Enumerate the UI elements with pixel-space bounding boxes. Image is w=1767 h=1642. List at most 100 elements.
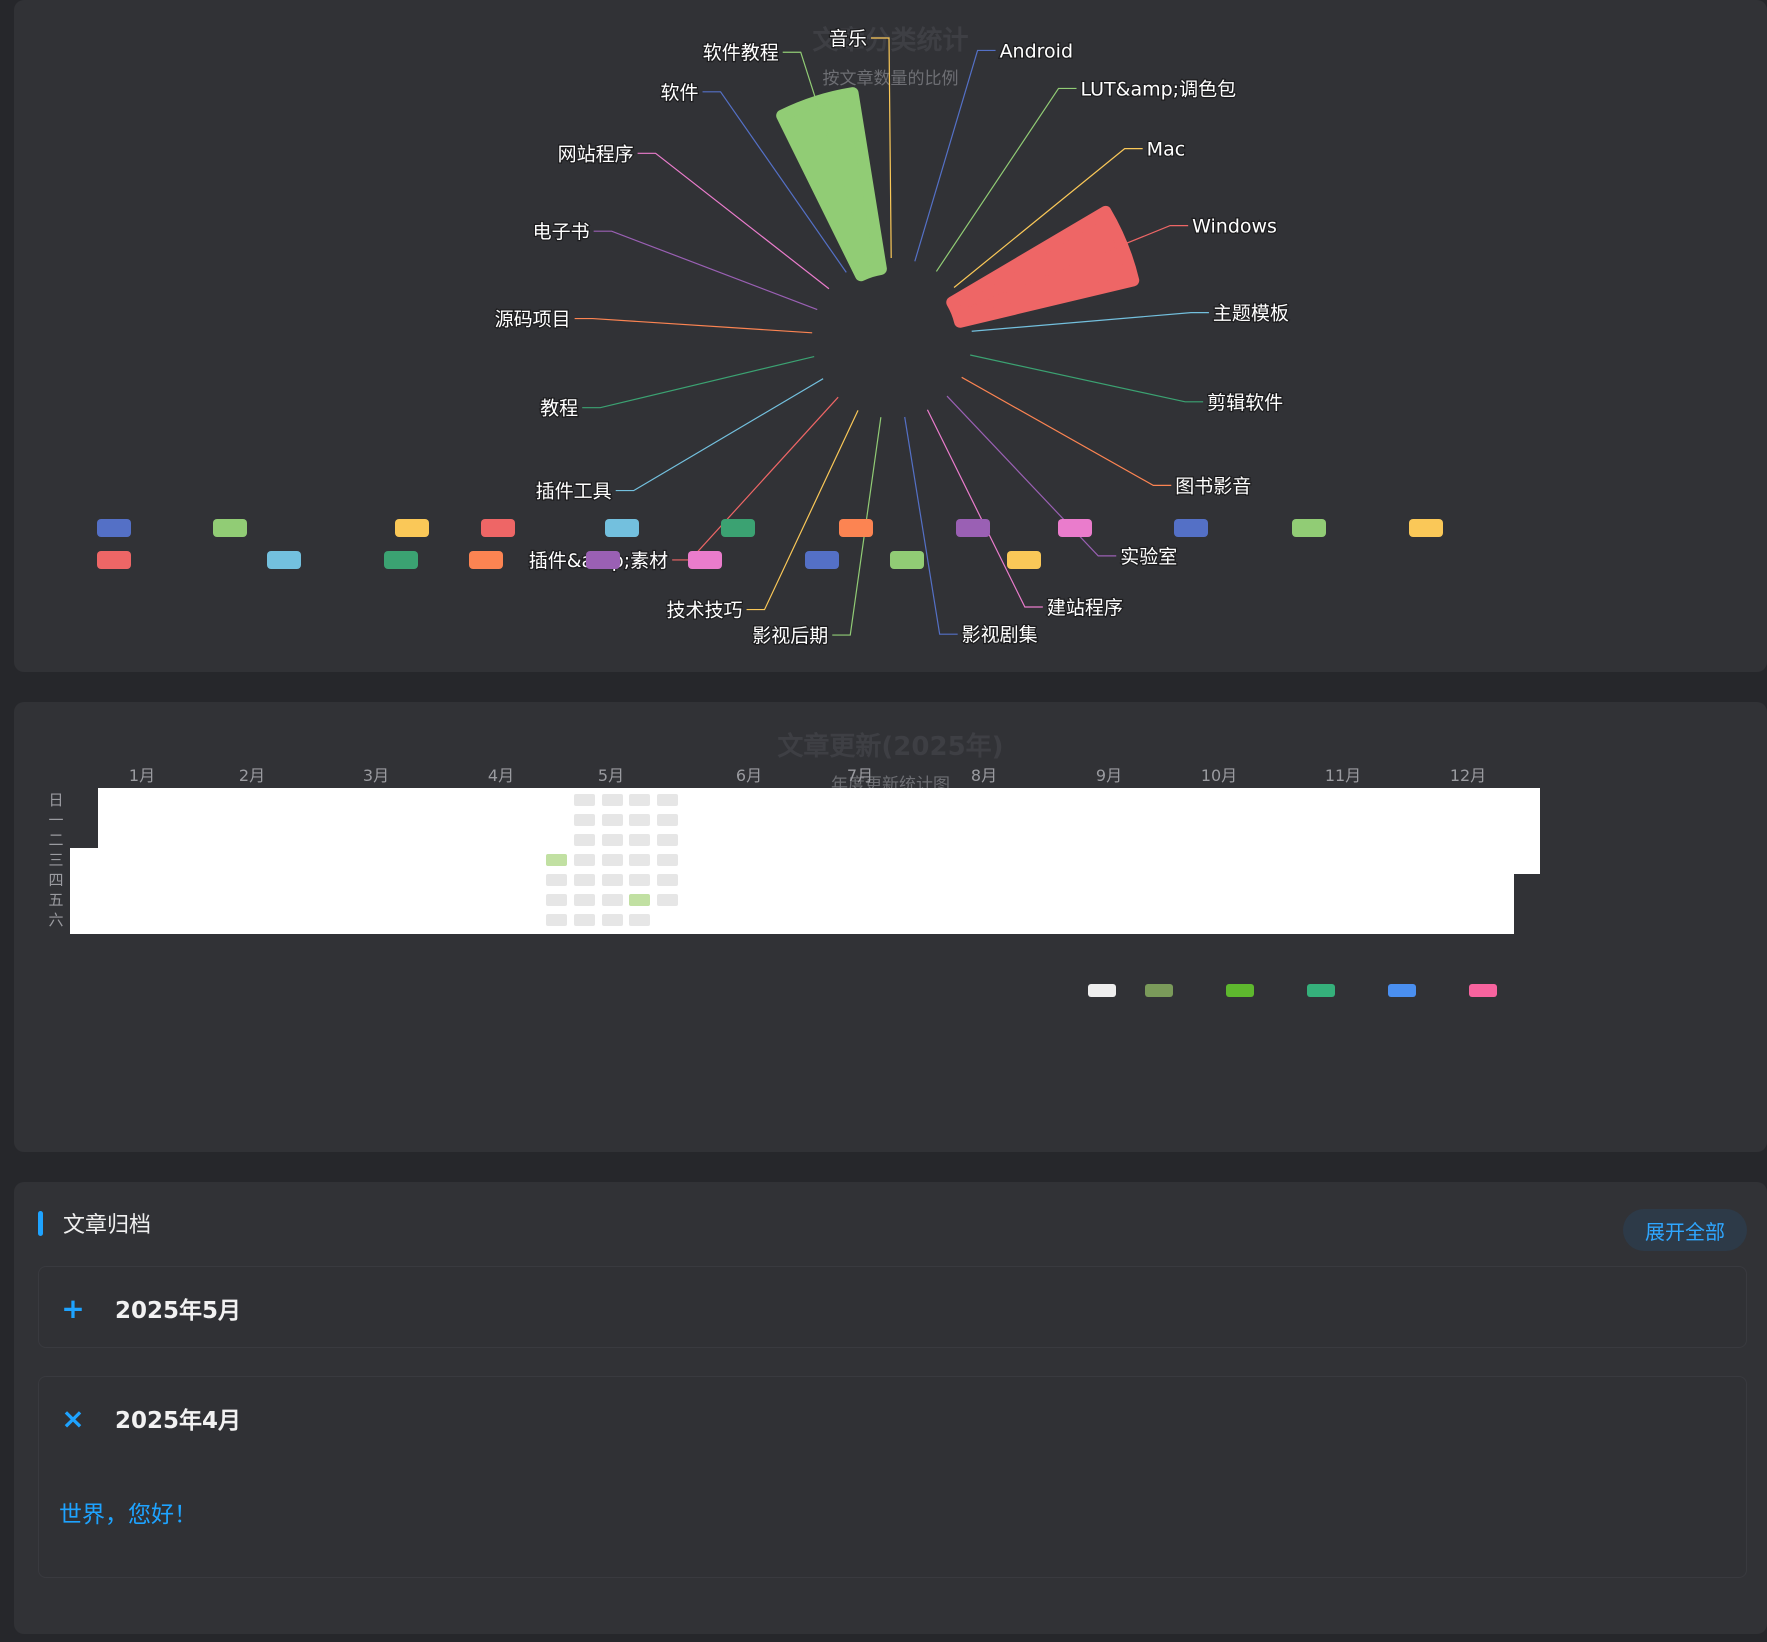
slice-label: 影视后期 <box>752 625 828 647</box>
month-label: 10月 <box>1201 766 1237 785</box>
leader-line <box>965 225 1189 309</box>
slice-label: 剪辑软件 <box>1207 392 1283 414</box>
heatmap-legend-swatch <box>1388 984 1416 997</box>
heatmap-cell <box>574 894 595 906</box>
leader-line <box>832 417 882 636</box>
month-label: 9月 <box>1096 766 1122 785</box>
weekday-label: 日 <box>48 791 63 809</box>
archive-month-item[interactable]: + 2025年5月 <box>38 1266 1747 1348</box>
heatmap-cell <box>602 834 623 846</box>
heatmap-cell <box>657 834 678 846</box>
weekday-label: 五 <box>48 891 63 909</box>
category-pie-chart: Android LUT&amp;调色包 Mac Windows 主题模板剪辑软件图书影音… <box>97 27 1443 648</box>
expand-all-button[interactable]: 展开全部 <box>1623 1209 1747 1251</box>
legend-swatch <box>805 551 839 569</box>
update-chart-card: 文章更新(2025年) 年度更新统计图 1月 2月 3月 4月 5月 6月 7月 8月 9月 10… <box>14 702 1767 1152</box>
heatmap-cell <box>602 874 623 886</box>
legend-swatch <box>586 551 620 569</box>
slice-label: Windows <box>1192 216 1277 238</box>
heatmap-cell <box>574 814 595 826</box>
leader-line <box>637 152 830 290</box>
heatmap-cell <box>546 874 567 886</box>
expand-plus-icon[interactable]: + <box>61 1291 85 1325</box>
category-chart-title: 文章分类统计 <box>812 26 969 56</box>
heatmap-cell <box>602 894 623 906</box>
heatmap-cell <box>602 914 623 926</box>
heatmap-cell <box>657 874 678 886</box>
legend-swatch <box>395 519 429 537</box>
legend-swatch <box>1174 519 1208 537</box>
slice-label: 主题模板 <box>1213 303 1289 325</box>
category-chart-card: 文章分类统计 按文章数量的比例 Android LUT&amp;调色包 Mac Win… <box>14 0 1767 672</box>
heatmap-cell <box>546 894 567 906</box>
archive-title: 文章归档 <box>63 1213 152 1238</box>
slice-label: 软件教程 <box>703 42 779 64</box>
heatmap-cell <box>629 834 650 846</box>
weekday-label: 二 <box>48 831 63 849</box>
slice-label: Mac <box>1147 139 1185 161</box>
post-link[interactable]: 世界，您好！ <box>59 1502 197 1528</box>
heatmap-cell <box>657 854 678 866</box>
legend-swatch <box>481 519 515 537</box>
month-label: 11月 <box>1325 766 1361 785</box>
heatmap-cell <box>629 874 650 886</box>
legend-swatch <box>1058 519 1092 537</box>
month-label: 12月 <box>1450 766 1486 785</box>
heatmap-cell <box>657 814 678 826</box>
heatmap-legend-swatch <box>1226 984 1254 997</box>
slice-label: 实验室 <box>1120 546 1177 568</box>
heatmap-cell <box>629 854 650 866</box>
weekday-label: 四 <box>48 871 63 889</box>
weekday-label: 三 <box>48 851 63 869</box>
month-label: 1月 <box>129 766 155 785</box>
month-label: 2月 <box>239 766 265 785</box>
archive-month-label[interactable]: 2025年4月 <box>115 1408 242 1434</box>
leader-line <box>672 396 839 561</box>
heatmap-legend-swatch <box>1088 984 1116 997</box>
archive-accent-bar <box>38 1210 43 1236</box>
month-label: 7月 <box>847 766 873 785</box>
leader-line <box>926 409 1043 608</box>
leader-line <box>782 51 869 262</box>
slice-label: 技术技巧 <box>667 600 743 622</box>
legend-swatch <box>1292 519 1326 537</box>
legend-swatch <box>890 551 924 569</box>
slice-label: 软件 <box>661 82 699 104</box>
collapse-close-icon[interactable]: × <box>61 1401 85 1435</box>
slice-label: 影视剧集 <box>962 624 1038 646</box>
heatmap-cell <box>602 794 623 806</box>
heatmap-background <box>70 788 1540 934</box>
archive-header: 文章归档 <box>38 1206 151 1240</box>
leader-line <box>582 355 815 409</box>
leader-line <box>593 230 818 311</box>
heatmap-cell <box>602 854 623 866</box>
slice-label: 电子书 <box>533 221 590 243</box>
category-chart-subtitle: 按文章数量的比例 <box>822 69 959 89</box>
leader-line <box>971 311 1209 332</box>
heatmap-cell <box>629 914 650 926</box>
slice-label: 插件工具 <box>536 481 612 503</box>
leader-line <box>914 49 996 262</box>
pie-slice <box>776 87 887 282</box>
leader-line <box>615 378 824 492</box>
leader-line <box>904 416 958 635</box>
month-label: 3月 <box>363 766 389 785</box>
legend-swatch <box>721 519 755 537</box>
slice-label: Android <box>1000 40 1073 62</box>
update-chart-title: 文章更新(2025年) <box>777 732 1004 762</box>
legend-swatch <box>605 519 639 537</box>
heatmap-legend-swatch <box>1307 984 1335 997</box>
heatmap-cell <box>574 914 595 926</box>
archive-month-item[interactable]: × 2025年4月 世界，您好！ <box>38 1376 1747 1578</box>
heatmap-cell <box>574 874 595 886</box>
heatmap-cell <box>574 834 595 846</box>
slice-label: 教程 <box>540 398 578 420</box>
slice-label: 音乐 <box>829 28 867 50</box>
leader-line <box>935 87 1077 272</box>
legend-swatch <box>213 519 247 537</box>
month-label: 5月 <box>598 766 624 785</box>
legend-swatch <box>469 551 503 569</box>
legend-swatch <box>688 551 722 569</box>
archive-month-label[interactable]: 2025年5月 <box>115 1298 242 1324</box>
